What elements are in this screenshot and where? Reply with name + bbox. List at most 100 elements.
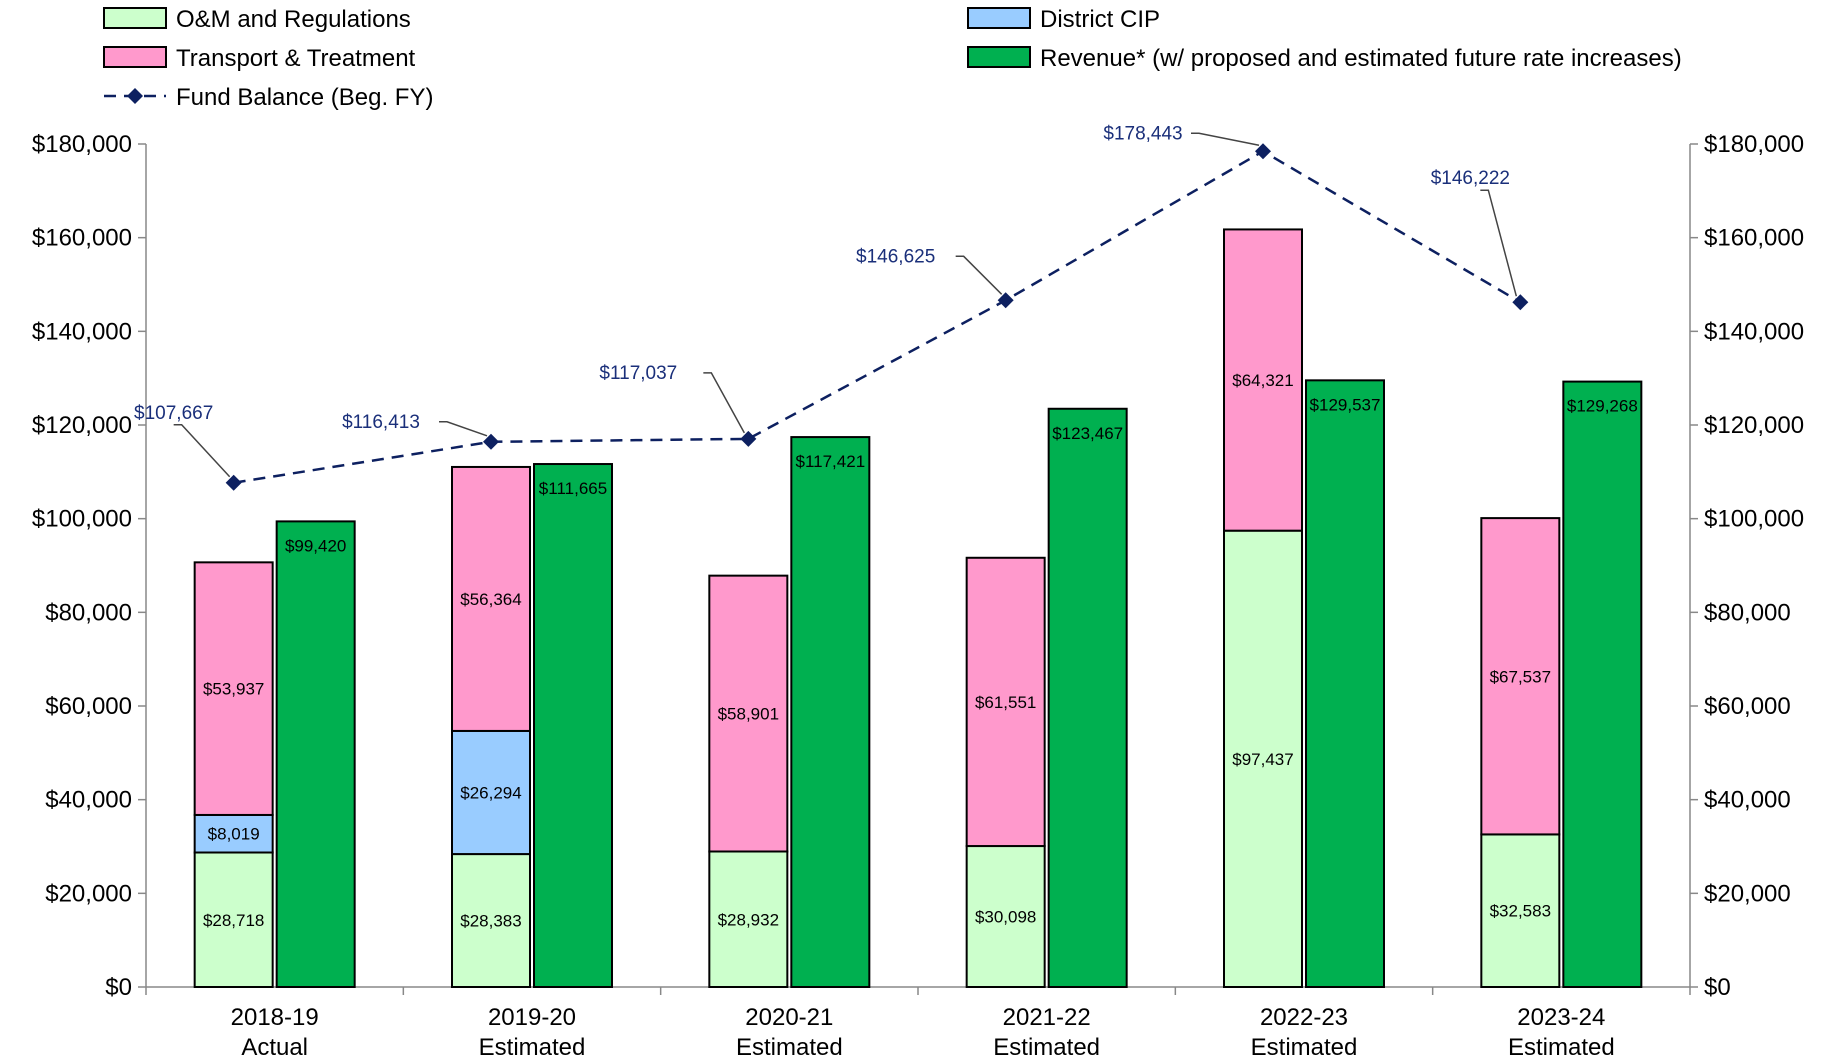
fund-balance-leader [439,421,488,437]
legend-cip-label: District CIP [1040,6,1160,33]
bar-transport-treatment [1480,517,1561,836]
fund-balance-value-label: $116,413 [342,412,420,433]
fund-balance-value-label: $178,443 [1103,123,1182,144]
x-category-sublabel: Estimated [736,1034,843,1058]
bar-value-label: $53,937 [203,680,264,699]
revenue-value-label: $129,537 [1310,395,1381,414]
revenue-value-label: $99,420 [285,536,346,555]
bar-o-m-and-regulations [193,851,274,988]
fund-balance-marker [483,433,499,450]
fund-balance-marker [740,430,757,447]
y-tick-label-left: $160,000 [32,225,132,252]
bar-value-label: $61,551 [975,693,1036,712]
y-tick-label-left: $20,000 [45,880,132,907]
legend-fund-marker [127,88,143,104]
y-tick-label-left: $120,000 [32,412,132,439]
revenue-value-label: $123,467 [1052,424,1123,443]
fund-balance-line [173,132,1529,491]
x-category-label: 2020-21 [745,1004,833,1031]
y-tick-label-right: $60,000 [1704,693,1791,720]
y-tick-label-right: $0 [1704,974,1731,1001]
bar-transport-treatment [451,465,531,732]
bar-transport-treatment [965,556,1046,848]
y-tick-label-right: $140,000 [1704,318,1804,345]
x-category-label: 2021-22 [1003,1004,1091,1031]
bar-transport-treatment [193,561,274,816]
y-tick-label-left: $80,000 [45,599,132,626]
legend-fund-label: Fund Balance (Beg. FY) [176,84,433,111]
bar-value-label: $28,383 [460,912,521,931]
fund-balance-marker [1255,143,1271,160]
bar-o-m-and-regulations [708,850,789,988]
legend-om-label: O&M and Regulations [176,6,411,33]
y-tick-label-right: $180,000 [1704,131,1804,158]
y-tick-label-right: $100,000 [1704,506,1804,533]
legend-cip-swatch [967,7,1031,29]
fund-balance-leader [1191,132,1260,147]
x-category-sublabel: Estimated [1251,1034,1358,1058]
bar-revenue [790,436,871,988]
fund-balance-leader [173,424,231,478]
bar-revenue [1305,379,1385,989]
y-tick-label-left: $140,000 [32,318,132,345]
bars [193,228,1643,989]
bar-value-label: $26,294 [460,784,521,803]
bar-value-label: $32,583 [1490,902,1551,921]
fund-balance-value-label: $107,667 [134,403,213,424]
y-tick-label-left: $0 [105,974,132,1001]
bar-value-label: $28,932 [718,910,779,929]
bar-o-m-and-regulations [965,845,1046,988]
bar-value-label: $64,321 [1232,371,1293,390]
y-tick-label-left: $60,000 [45,693,132,720]
legend-transport-swatch [103,46,167,68]
fund-balance-leader [703,372,745,434]
y-tick-label-right: $120,000 [1704,412,1804,439]
x-category-label: 2023-24 [1517,1004,1605,1031]
y-tick-label-left: $180,000 [32,131,132,158]
x-category-label: 2019-20 [488,1004,576,1031]
x-category-sublabel: Estimated [993,1034,1100,1058]
bar-value-label: $28,718 [203,911,264,930]
y-tick-label-right: $40,000 [1704,787,1791,814]
legend-om-swatch [103,7,167,29]
legend: O&M and Regulations Transport & Treatment… [103,6,1682,111]
bar-value-label: $58,901 [718,705,779,724]
bar-revenue [275,520,356,988]
bar-revenue [1562,380,1643,989]
bar-o-m-and-regulations [1480,833,1561,988]
bar-district-cip [193,813,274,854]
bar-revenue [1047,407,1128,988]
x-category-sublabel: Actual [241,1034,308,1058]
axes: $0 $0 $20,000 $20,000 $40,000 $40,000 $60,000 $… [32,131,1804,1058]
fund-balance-value-label: $146,625 [856,246,935,267]
x-category-label: 2018-19 [231,1004,319,1031]
fund-balance-marker [1512,294,1529,311]
bar-revenue [533,463,613,988]
fund-balance-path [233,149,1521,484]
bar-value-label: $67,537 [1490,667,1551,686]
bar-value-label: $97,437 [1232,750,1293,769]
bar-o-m-and-regulations [451,853,531,988]
x-category-sublabel: Estimated [1508,1034,1615,1058]
bar-value-label: $30,098 [975,908,1036,927]
legend-revenue-label: Revenue* (w/ proposed and estimated futu… [1040,45,1682,72]
fund-balance-marker [997,292,1014,309]
bar-value-label: $8,019 [208,825,260,844]
bar-district-cip [451,729,531,856]
y-tick-label-left: $40,000 [45,787,132,814]
bar-transport-treatment [1223,228,1303,532]
bar-transport-treatment [708,574,789,853]
fund-balance-leader [955,255,1003,295]
legend-transport-label: Transport & Treatment [176,45,416,72]
bar-value-label: $56,364 [460,590,521,609]
fund-balance-value-label: $117,037 [599,363,677,384]
y-tick-label-right: $160,000 [1704,225,1804,252]
x-category-label: 2022-23 [1260,1004,1348,1031]
y-tick-label-left: $100,000 [32,506,132,533]
revenue-value-label: $117,421 [796,452,866,471]
y-tick-label-right: $80,000 [1704,599,1791,626]
fund-balance-marker [225,474,242,491]
legend-revenue-swatch [967,46,1031,68]
data-labels: $28,718 $8,019 $53,937 $99,420 $28,383 $26,29… [134,123,1638,930]
